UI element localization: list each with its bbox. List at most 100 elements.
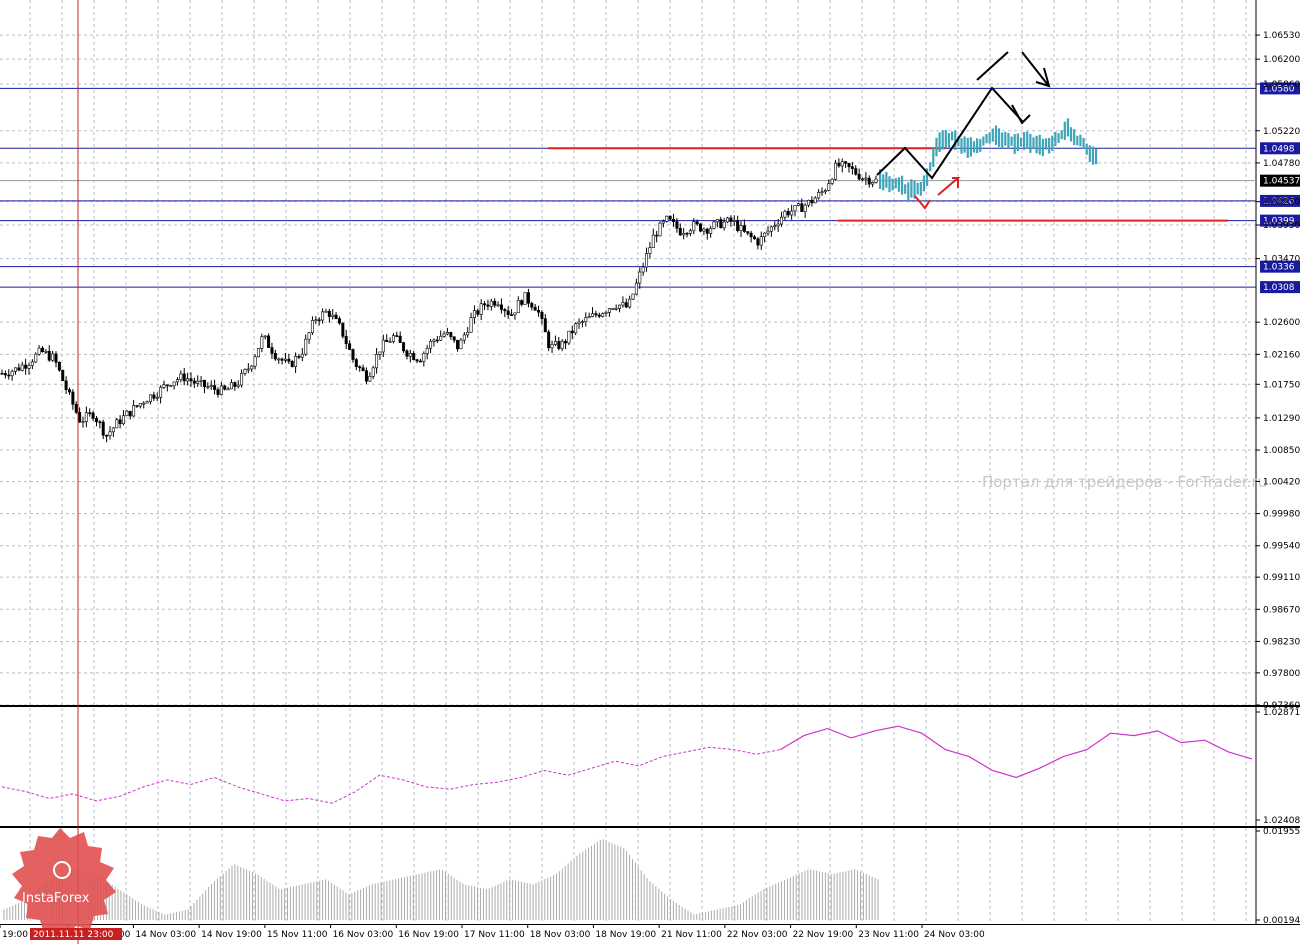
candle-body [807, 199, 811, 206]
arrow-head-black [1011, 104, 1031, 125]
candle-body [560, 340, 564, 349]
forecast-bar [900, 175, 904, 195]
candle-body [570, 330, 574, 334]
candle-body [304, 338, 308, 355]
candle-body [523, 292, 527, 305]
forecast-bar [944, 130, 947, 148]
candle-body [351, 349, 355, 360]
candle-body [321, 311, 325, 321]
candle-body [108, 431, 112, 437]
candle-body [756, 238, 760, 246]
candle-body [594, 313, 598, 316]
candle-body [233, 382, 237, 387]
candle-body [192, 380, 196, 384]
candle-body [78, 411, 82, 423]
candle-body [361, 367, 365, 371]
candle-body [496, 304, 500, 307]
forecast-bar [1010, 136, 1013, 146]
forecast-bar [932, 148, 935, 168]
forecast-bar [1066, 118, 1070, 137]
forecast-bar [1013, 134, 1016, 154]
forecast-bar [1069, 127, 1073, 142]
candle-body [175, 379, 179, 383]
candle-body [57, 361, 61, 371]
candle-body [715, 219, 719, 223]
candle-body [854, 168, 858, 175]
price-level-tag [1260, 214, 1300, 227]
candle-body [229, 382, 233, 390]
candle-body [189, 378, 193, 382]
candle-body [810, 199, 814, 204]
candle-body [327, 311, 331, 317]
current-price-label: 1.04537 [1263, 177, 1300, 187]
candle-body [51, 353, 55, 361]
candle-body [44, 350, 48, 353]
candle-body [624, 302, 628, 308]
grid-lines [0, 0, 1256, 924]
candle-body [54, 353, 58, 363]
candle-body [246, 368, 250, 371]
candle-body [88, 412, 92, 414]
forecast-bar [1095, 148, 1098, 165]
candle-body [240, 373, 244, 386]
indicator-line-dashed [1, 746, 781, 804]
y-tick-label: 1.04250 [1263, 198, 1300, 208]
candle-body [871, 182, 875, 185]
forecast-bar [935, 137, 938, 157]
forecast-bar [925, 168, 929, 186]
candle-body [3, 373, 7, 376]
y-tick-label: 1.02871 [1263, 708, 1300, 718]
candle-body [472, 310, 476, 319]
candle-body [105, 434, 109, 437]
candle-body [459, 339, 463, 350]
x-tick-label: 19:00 [2, 930, 28, 940]
candle-body [172, 381, 176, 386]
price-level-label: 1.0399 [1263, 217, 1295, 227]
indicator-line-solid [779, 725, 1253, 779]
candle-body [574, 323, 578, 334]
candle-body [412, 352, 416, 360]
candle-body [601, 313, 605, 317]
candle-body [91, 412, 95, 419]
candle-body [439, 335, 443, 341]
x-tick-label: 14 Nov 03:00 [135, 930, 196, 940]
forecast-bar [938, 132, 941, 153]
candle-body [614, 308, 618, 310]
x-tick-label: 16 Nov 03:00 [333, 930, 394, 940]
y-tick-label: 1.02600 [1263, 318, 1300, 328]
forecast-bar [966, 137, 969, 158]
candle-body [628, 298, 632, 308]
price-level-label: 1.0426 [1263, 197, 1295, 207]
candle-body [223, 385, 227, 390]
candle-body [418, 360, 422, 363]
candle-body [813, 197, 817, 204]
candle-body [256, 348, 260, 358]
forecast-bar [947, 133, 951, 148]
candle-body [587, 316, 591, 319]
candle-body [307, 332, 311, 340]
candle-body [84, 412, 88, 422]
candle-body [442, 333, 446, 337]
candle-body [61, 369, 65, 382]
forecast-bar [1007, 132, 1010, 149]
candle-body [253, 356, 257, 367]
candle-body [216, 389, 220, 395]
candle-body [537, 310, 541, 313]
forecast-bar [1079, 134, 1082, 147]
candle-body [165, 384, 169, 387]
forecast-bar [1088, 145, 1091, 162]
candle-body [753, 236, 757, 240]
watermark: Портал для трейдеров - ForTrader.ru [982, 473, 1267, 491]
candle-body [503, 309, 507, 312]
candle-body [719, 219, 723, 229]
candle-body [800, 203, 804, 212]
forecast-bar [891, 178, 894, 191]
candle-body [837, 162, 841, 167]
forecast-bar [1026, 131, 1029, 149]
candle-body [678, 227, 682, 236]
candle-body [759, 236, 763, 246]
candle-body [267, 335, 271, 348]
indicator-histogram-panel [3, 839, 879, 920]
candle-body [540, 311, 544, 319]
candle-body [152, 394, 156, 399]
